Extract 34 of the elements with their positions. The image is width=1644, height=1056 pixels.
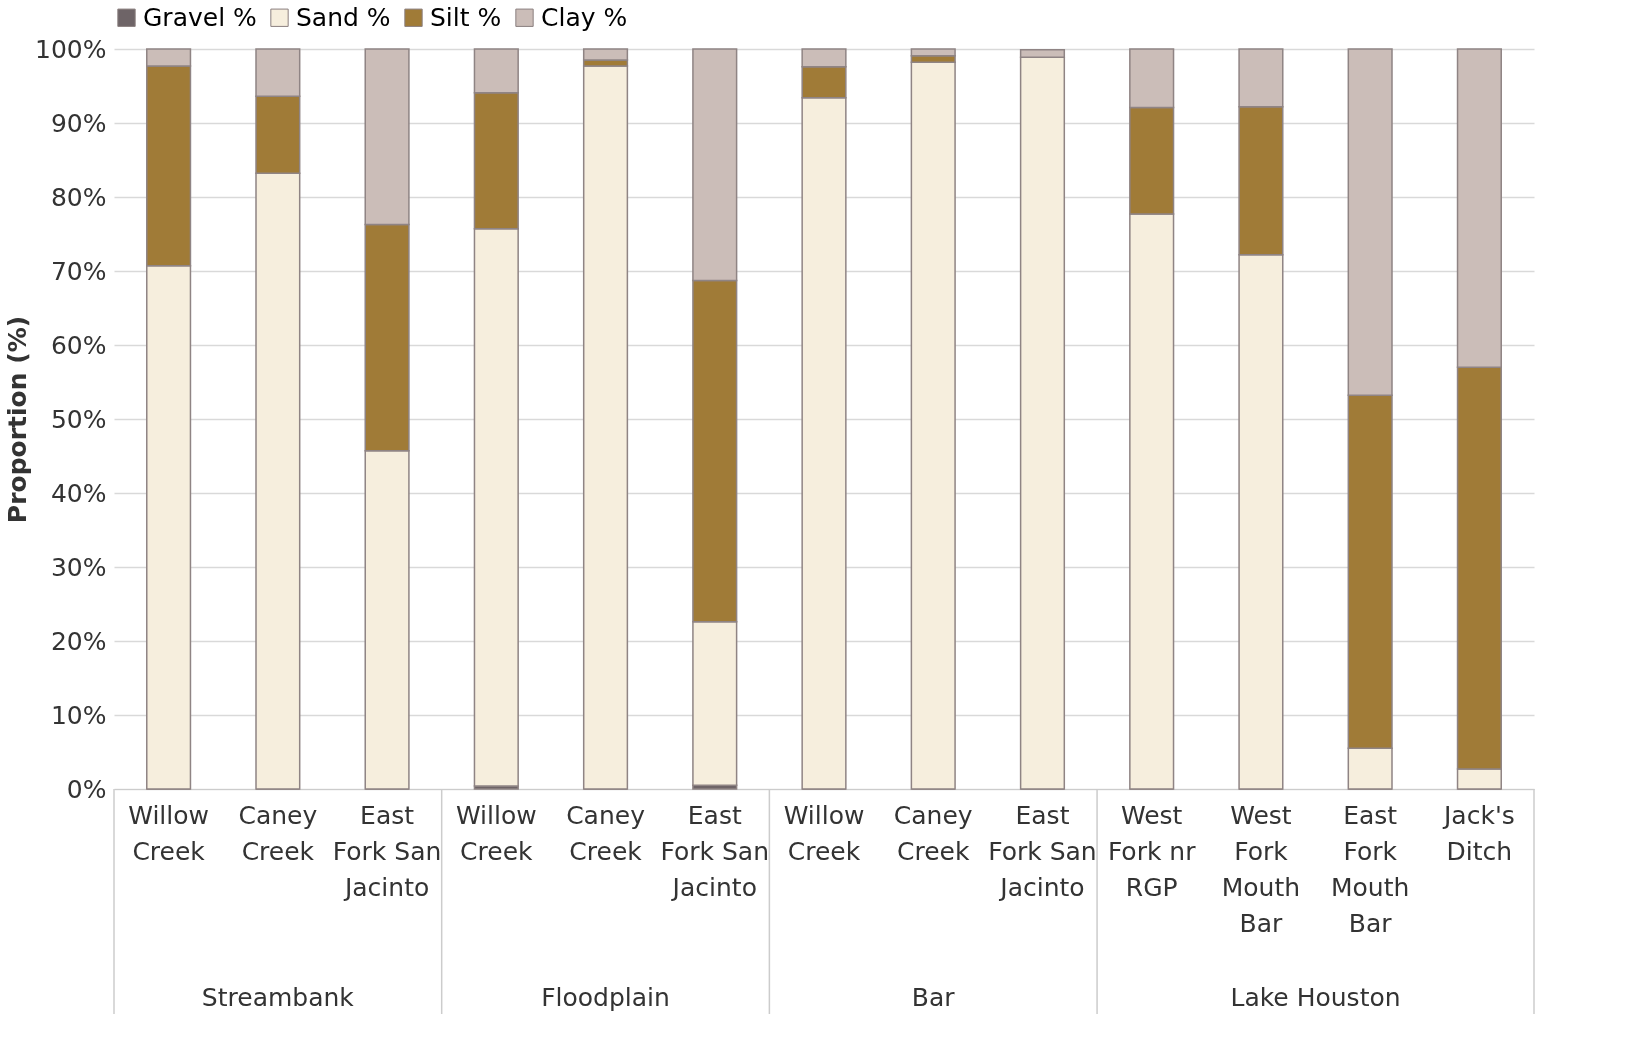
x-tick-label: Jack's Ditch (1441, 800, 1515, 866)
y-tick-label: 20% (50, 626, 107, 656)
x-tick-label: East Fork San Jacinto (660, 800, 770, 902)
legend-label: Clay % (541, 2, 628, 32)
x-tick-label: Willow Creek (455, 800, 537, 866)
x-tick-label: West Fork Mouth Bar (1221, 800, 1301, 938)
y-tick-label: 30% (50, 552, 107, 582)
x-tick-label: West Fork nr RGP (1107, 800, 1197, 902)
legend-label: Silt % (430, 2, 502, 32)
y-tick-label: 10% (50, 700, 107, 730)
text: Bar (911, 983, 956, 1012)
y-tick-label: 80% (50, 182, 107, 212)
y-axis-title: Proportion (%) (3, 315, 33, 524)
bar (582, 65, 629, 790)
text: Floodplain (541, 983, 670, 1012)
x-tick-label: Caney Creek (238, 800, 318, 866)
x-tick-label: East Fork Mouth Bar (1330, 800, 1410, 938)
x-tick-label: East Fork San Jacinto (332, 800, 442, 902)
x-tick-label: Caney Creek (566, 800, 646, 866)
y-tick-label: 100% (35, 34, 107, 64)
x-tick-label: Willow Creek (128, 800, 209, 866)
y-tick-label: 60% (50, 330, 107, 360)
x-tick-label: Willow Creek (783, 800, 865, 866)
y-tick-label: 0% (66, 774, 107, 804)
y-tick-label: 50% (50, 404, 107, 434)
x-tick-label: Caney Creek (893, 800, 973, 866)
y-tick-label: 70% (50, 256, 107, 286)
x-tick-label: East Fork San Jacinto (988, 800, 1097, 902)
text: Lake Houston (1230, 983, 1401, 1012)
legend-label: Gravel % (143, 2, 257, 32)
legend-label: Sand % (296, 2, 391, 32)
y-tick-label: 90% (50, 108, 107, 138)
text: Streambank (201, 983, 355, 1012)
y-tick-label: 40% (50, 478, 107, 508)
